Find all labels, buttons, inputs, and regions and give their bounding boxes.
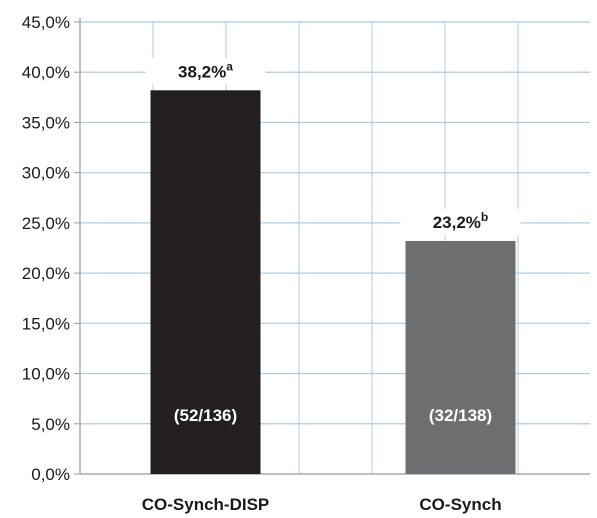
value-label: 23,2%b [433,210,489,232]
y-tick-label: 45,0% [22,13,70,32]
value-label-superscript: a [226,59,233,73]
y-tick-label: 10,0% [22,365,70,384]
y-tick-label: 40,0% [22,63,70,82]
value-label: 38,2%a [178,59,233,81]
x-category-label: CO-Synch-DISP [142,495,270,514]
y-tick-label: 25,0% [22,214,70,233]
y-tick-label: 20,0% [22,264,70,283]
count-label: (32/138) [429,406,492,425]
x-category-label: CO-Synch [419,495,501,514]
labels: 0,0% 5,0% 10,0% 15,0% 20,0% 25,0% 30,0% 35,0% 40… [22,13,521,514]
bar [150,90,261,475]
value-label-box [400,208,521,235]
count-label: (52/136) [174,406,237,425]
y-tick-label: 0,0% [31,465,70,484]
y-tick-label: 35,0% [22,113,70,132]
y-tick-label: 30,0% [22,164,70,183]
value-label-superscript: b [481,210,488,224]
value-label-text: 23,2% [433,213,481,232]
bars [150,90,516,475]
bar [405,240,516,474]
value-label-box [145,58,266,85]
y-tick-label: 15,0% [22,314,70,333]
value-label-text: 38,2% [178,62,226,81]
y-tick-label: 5,0% [31,415,70,434]
